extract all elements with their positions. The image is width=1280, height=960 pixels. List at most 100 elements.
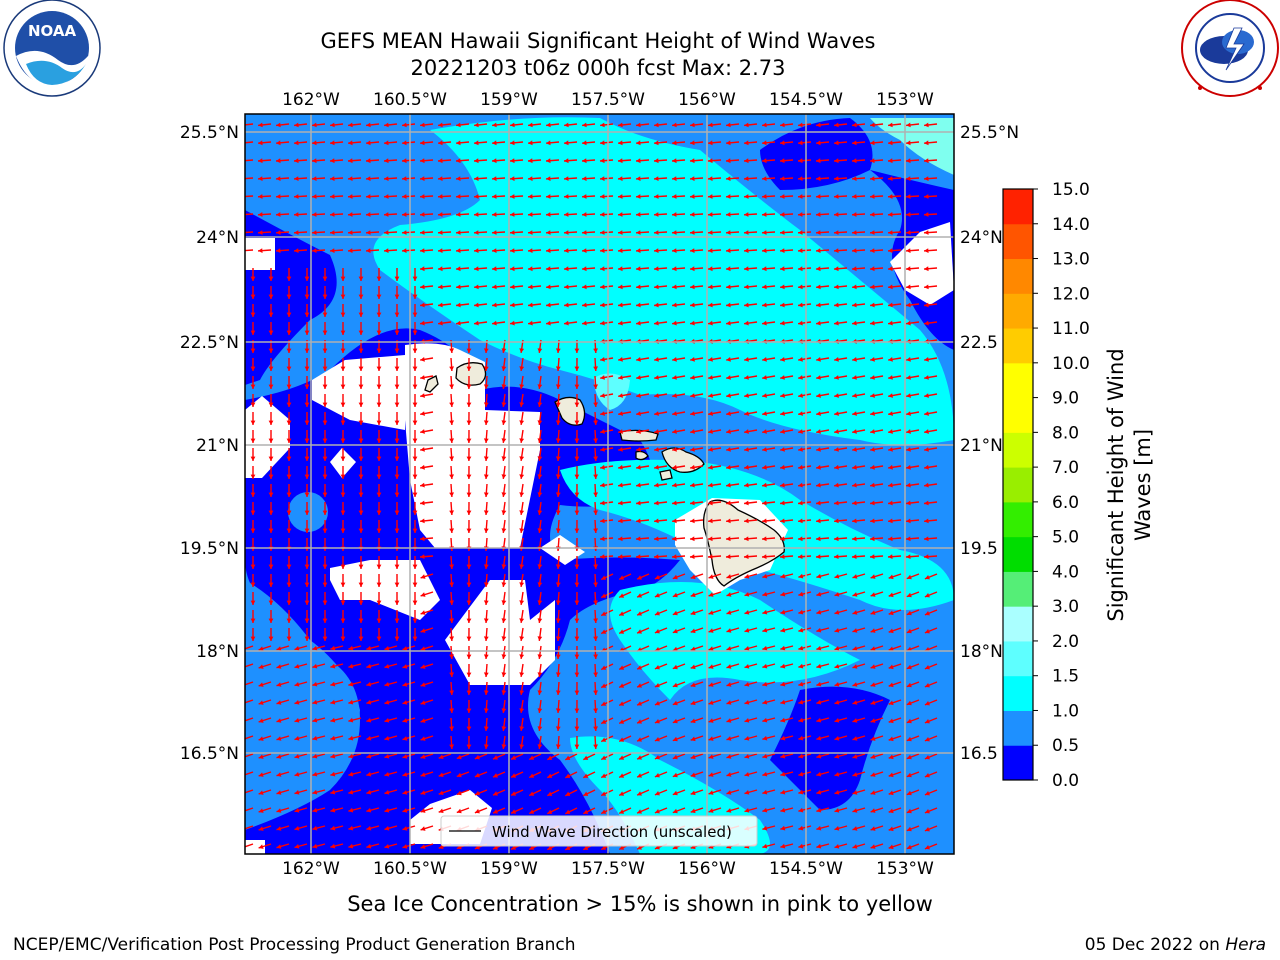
wind-wave-arrow-head xyxy=(870,518,875,524)
wind-wave-arrow-head xyxy=(762,789,768,795)
wind-wave-arrow-head xyxy=(690,718,696,724)
wind-wave-arrow-head xyxy=(376,402,382,407)
lat-tick-left-18: 18°N xyxy=(196,642,239,662)
wind-wave-arrow-head xyxy=(593,528,598,533)
wind-wave-arrow-head xyxy=(798,807,804,813)
wind-wave-arrow-head xyxy=(384,194,389,199)
wind-wave-arrow-head xyxy=(286,564,292,569)
wind-wave-arrow-head xyxy=(870,411,875,416)
wind-wave-arrow-head xyxy=(593,744,598,749)
wind-wave-arrow-head xyxy=(690,808,696,814)
wind-wave-arrow-head xyxy=(762,753,768,759)
wind-wave-arrow-head xyxy=(483,474,489,479)
wind-wave-arrow-head xyxy=(420,736,426,741)
wind-wave-arrow-head xyxy=(537,636,543,641)
wind-wave-arrow-head xyxy=(744,393,749,398)
wind-wave-arrow-head xyxy=(888,536,893,542)
wind-wave-arrow-head xyxy=(384,718,390,723)
wind-wave-arrow-head xyxy=(322,366,328,371)
wind-wave-arrow-head xyxy=(726,808,732,813)
wind-wave-arrow-head xyxy=(834,500,839,506)
wind-wave-arrow-head xyxy=(519,744,525,749)
wind-wave-arrow-head xyxy=(474,122,479,128)
wind-wave-arrow-head xyxy=(456,176,461,181)
wind-wave-arrow-head xyxy=(574,564,580,569)
wind-wave-arrow-head xyxy=(294,194,299,199)
wind-wave-arrow-head xyxy=(744,536,749,542)
wind-wave-arrow-head xyxy=(780,320,785,326)
wind-wave-arrow-head xyxy=(555,690,561,695)
wind-wave-arrow-head xyxy=(690,320,695,326)
wind-wave-arrow-head xyxy=(744,464,749,470)
wind-wave-arrow-head xyxy=(888,429,893,434)
wind-wave-arrow-head xyxy=(593,492,598,497)
wind-wave-arrow-head xyxy=(304,582,310,587)
wave-height-field xyxy=(245,114,954,854)
wind-wave-arrow-head xyxy=(762,825,768,831)
wind-wave-arrow-head xyxy=(852,500,857,506)
wind-wave-arrow-head xyxy=(492,158,497,164)
wind-wave-arrow-head xyxy=(870,664,876,669)
wind-wave-arrow-head xyxy=(564,284,569,290)
wind-wave-arrow-head xyxy=(762,122,767,128)
wind-wave-arrow-head xyxy=(358,366,364,371)
wind-wave-arrow-head xyxy=(852,429,857,434)
wind-wave-arrow-head xyxy=(438,302,443,308)
wind-wave-arrow-head xyxy=(492,248,497,253)
wind-wave-arrow-head xyxy=(780,518,785,524)
wind-wave-arrow-head xyxy=(268,294,274,299)
wind-wave-arrow-head xyxy=(780,843,786,849)
wind-wave-arrow-head xyxy=(348,753,354,759)
wind-wave-arrow-head xyxy=(888,140,893,146)
wind-wave-arrow-head xyxy=(547,845,553,850)
wind-wave-arrow-head xyxy=(906,411,911,416)
wind-wave-arrow-head xyxy=(510,158,515,164)
wind-wave-arrow-head xyxy=(304,366,310,371)
wind-wave-arrow-head xyxy=(708,284,713,290)
wind-wave-arrow-head xyxy=(834,248,839,253)
wind-wave-arrow-head xyxy=(798,825,804,831)
wind-wave-arrow-head xyxy=(438,790,444,795)
wind-wave-arrow-head xyxy=(348,717,354,723)
wind-wave-arrow-head xyxy=(574,510,580,515)
wind-wave-arrow-head xyxy=(906,429,911,434)
wind-wave-arrow-head xyxy=(906,736,912,742)
wind-wave-arrow-head xyxy=(376,600,382,605)
wind-wave-arrow-head xyxy=(322,276,328,281)
wind-wave-arrow-head xyxy=(276,140,281,146)
noaa-logo: NOAA xyxy=(3,0,101,97)
wind-wave-arrow-head xyxy=(286,528,292,533)
wind-wave-arrow-head xyxy=(492,320,497,326)
wind-wave-arrow-head xyxy=(528,194,533,199)
wind-wave-arrow-head xyxy=(636,248,641,253)
wind-wave-arrow-head xyxy=(438,212,443,217)
wind-wave-arrow-head xyxy=(924,518,929,524)
band-1p0-1p5-south xyxy=(570,582,860,854)
wind-wave-arrow-head xyxy=(924,122,929,128)
wind-wave-arrow-head xyxy=(402,140,407,146)
wind-wave-arrow-head xyxy=(340,564,346,569)
wind-wave-arrow-head xyxy=(618,266,623,272)
wind-wave-arrow-head xyxy=(924,194,929,199)
wind-wave-arrow-head xyxy=(744,554,749,559)
wind-wave-arrow-head xyxy=(574,672,580,677)
wind-wave-arrow-head xyxy=(258,248,263,253)
wind-wave-arrow-head xyxy=(412,384,418,389)
wind-wave-arrow-head xyxy=(619,665,625,670)
wind-wave-arrow xyxy=(245,825,254,830)
wind-wave-arrow-head xyxy=(466,618,472,623)
wind-wave-arrow-head xyxy=(394,348,400,353)
wind-wave-arrow-head xyxy=(456,248,461,253)
wind-wave-arrow-head xyxy=(394,294,400,299)
wind-wave-arrow-head xyxy=(690,248,695,253)
wind-wave-arrow-head xyxy=(250,600,256,605)
wind-wave-arrow-head xyxy=(528,158,533,164)
wind-wave-arrow-head xyxy=(258,176,263,181)
wind-wave-arrow-head xyxy=(492,302,497,308)
wind-wave-arrow-head xyxy=(519,726,525,731)
wind-wave-arrow-head xyxy=(762,681,768,687)
wind-wave-arrow-head xyxy=(483,672,489,677)
wind-wave-arrow-head xyxy=(690,790,696,796)
wind-wave-arrow-head xyxy=(330,843,336,849)
colorbar-tick-label: 4.0 xyxy=(1052,562,1079,582)
